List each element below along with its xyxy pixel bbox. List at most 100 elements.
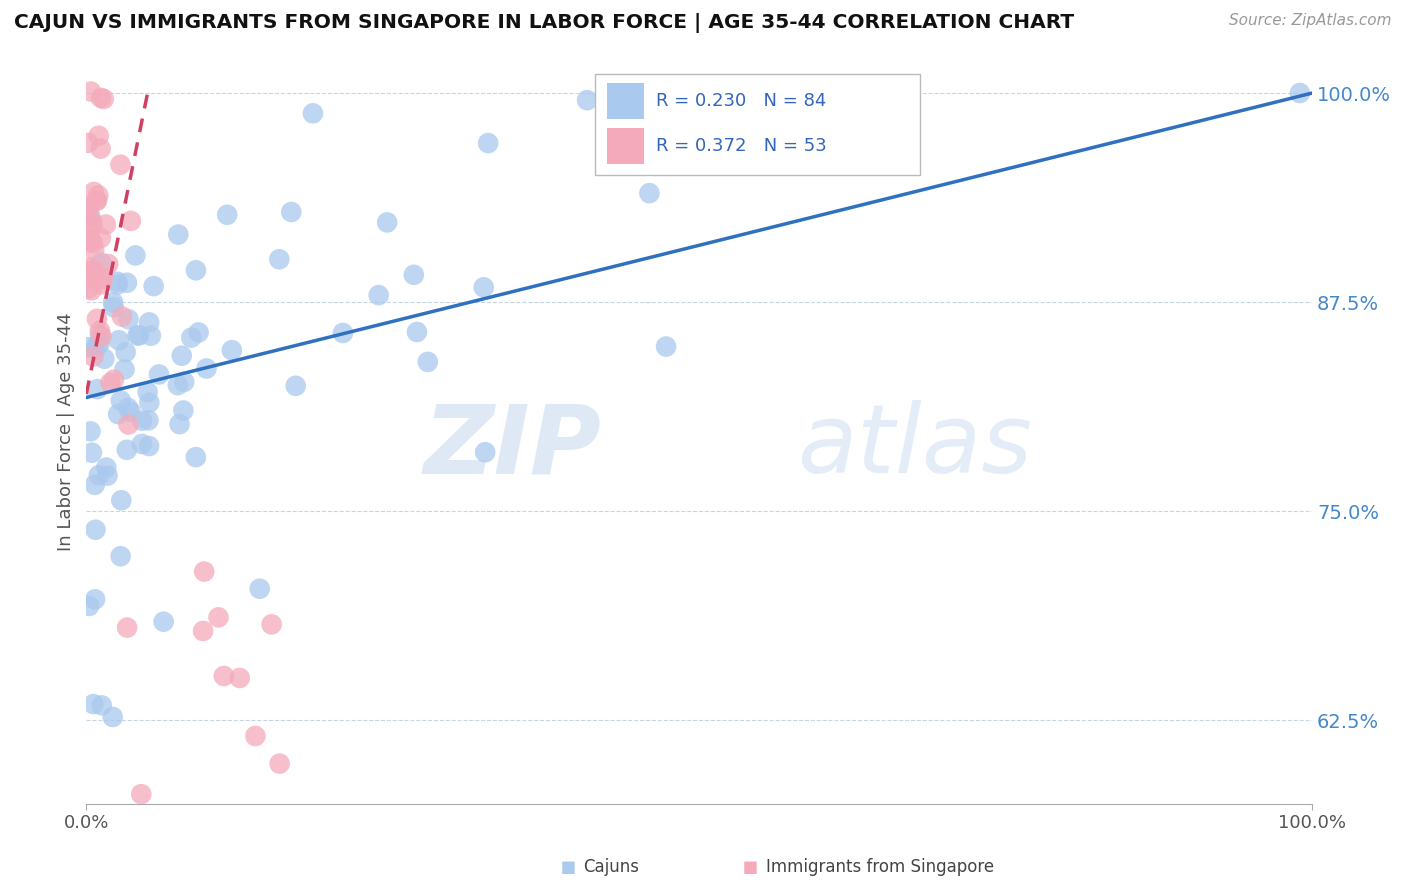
- Point: [284, 379, 307, 393]
- Point: [184, 263, 207, 277]
- Point: [245, 729, 267, 743]
- Point: [76, 268, 98, 283]
- Point: [474, 445, 496, 459]
- Point: [89, 324, 111, 338]
- Point: [82, 697, 104, 711]
- Point: [136, 385, 159, 400]
- Point: [260, 617, 283, 632]
- Point: [80, 85, 103, 99]
- Point: [97, 257, 120, 271]
- Point: [77, 599, 100, 613]
- Point: [82, 263, 104, 277]
- Point: [115, 276, 138, 290]
- Point: [80, 214, 103, 228]
- Point: [87, 468, 110, 483]
- Point: [169, 417, 191, 432]
- Point: [76, 340, 98, 354]
- Point: [96, 460, 118, 475]
- Point: [120, 214, 142, 228]
- Point: [107, 277, 129, 292]
- Point: [280, 205, 302, 219]
- Point: [94, 218, 117, 232]
- Point: [167, 227, 190, 242]
- Point: [138, 315, 160, 329]
- Point: [79, 224, 101, 238]
- Point: [80, 234, 103, 248]
- Point: [152, 615, 174, 629]
- Point: [128, 328, 150, 343]
- Point: [212, 669, 235, 683]
- Point: [76, 271, 98, 285]
- Point: [89, 327, 111, 342]
- Point: [406, 325, 429, 339]
- Point: [193, 565, 215, 579]
- Text: ▪: ▪: [560, 855, 576, 879]
- Point: [229, 671, 252, 685]
- Point: [108, 333, 131, 347]
- Point: [103, 300, 125, 314]
- Point: [86, 382, 108, 396]
- Point: [124, 248, 146, 262]
- Point: [83, 477, 105, 491]
- Point: [111, 310, 134, 324]
- Point: [82, 219, 104, 233]
- Point: [90, 272, 112, 286]
- Point: [221, 343, 243, 358]
- Point: [638, 186, 661, 201]
- Point: [416, 355, 439, 369]
- Point: [302, 106, 325, 120]
- Point: [148, 368, 170, 382]
- Point: [77, 136, 100, 150]
- Point: [138, 439, 160, 453]
- Point: [91, 271, 114, 285]
- Point: [79, 209, 101, 223]
- Point: [131, 414, 153, 428]
- Point: [90, 698, 112, 713]
- Point: [117, 401, 139, 415]
- Point: [332, 326, 354, 340]
- Point: [184, 450, 207, 465]
- Text: Source: ZipAtlas.com: Source: ZipAtlas.com: [1229, 13, 1392, 29]
- Text: ▪: ▪: [742, 855, 759, 879]
- Point: [90, 91, 112, 105]
- Point: [96, 468, 118, 483]
- Point: [127, 328, 149, 343]
- Text: ZIP: ZIP: [423, 401, 602, 493]
- Point: [195, 361, 218, 376]
- Point: [269, 252, 291, 267]
- Point: [86, 311, 108, 326]
- Point: [76, 201, 98, 215]
- Point: [79, 233, 101, 247]
- Point: [472, 280, 495, 294]
- Point: [79, 260, 101, 275]
- Point: [172, 403, 194, 417]
- Point: [173, 375, 195, 389]
- Point: [77, 266, 100, 280]
- FancyBboxPatch shape: [607, 128, 644, 164]
- Point: [269, 756, 291, 771]
- Point: [93, 92, 115, 106]
- Point: [86, 338, 108, 352]
- Point: [84, 523, 107, 537]
- Point: [217, 208, 239, 222]
- Text: R = 0.230   N = 84: R = 0.230 N = 84: [657, 92, 827, 111]
- Point: [110, 158, 132, 172]
- Point: [375, 215, 398, 229]
- Point: [138, 395, 160, 409]
- Point: [249, 582, 271, 596]
- Point: [1289, 86, 1312, 100]
- Point: [114, 362, 136, 376]
- Point: [90, 329, 112, 343]
- Point: [82, 236, 104, 251]
- Point: [87, 188, 110, 202]
- Point: [655, 340, 678, 354]
- Point: [80, 284, 103, 298]
- FancyBboxPatch shape: [607, 84, 644, 120]
- Point: [139, 328, 162, 343]
- Point: [83, 244, 105, 258]
- Text: Cajuns: Cajuns: [583, 858, 640, 876]
- Point: [90, 231, 112, 245]
- Point: [110, 393, 132, 408]
- Point: [402, 268, 425, 282]
- Point: [90, 142, 112, 156]
